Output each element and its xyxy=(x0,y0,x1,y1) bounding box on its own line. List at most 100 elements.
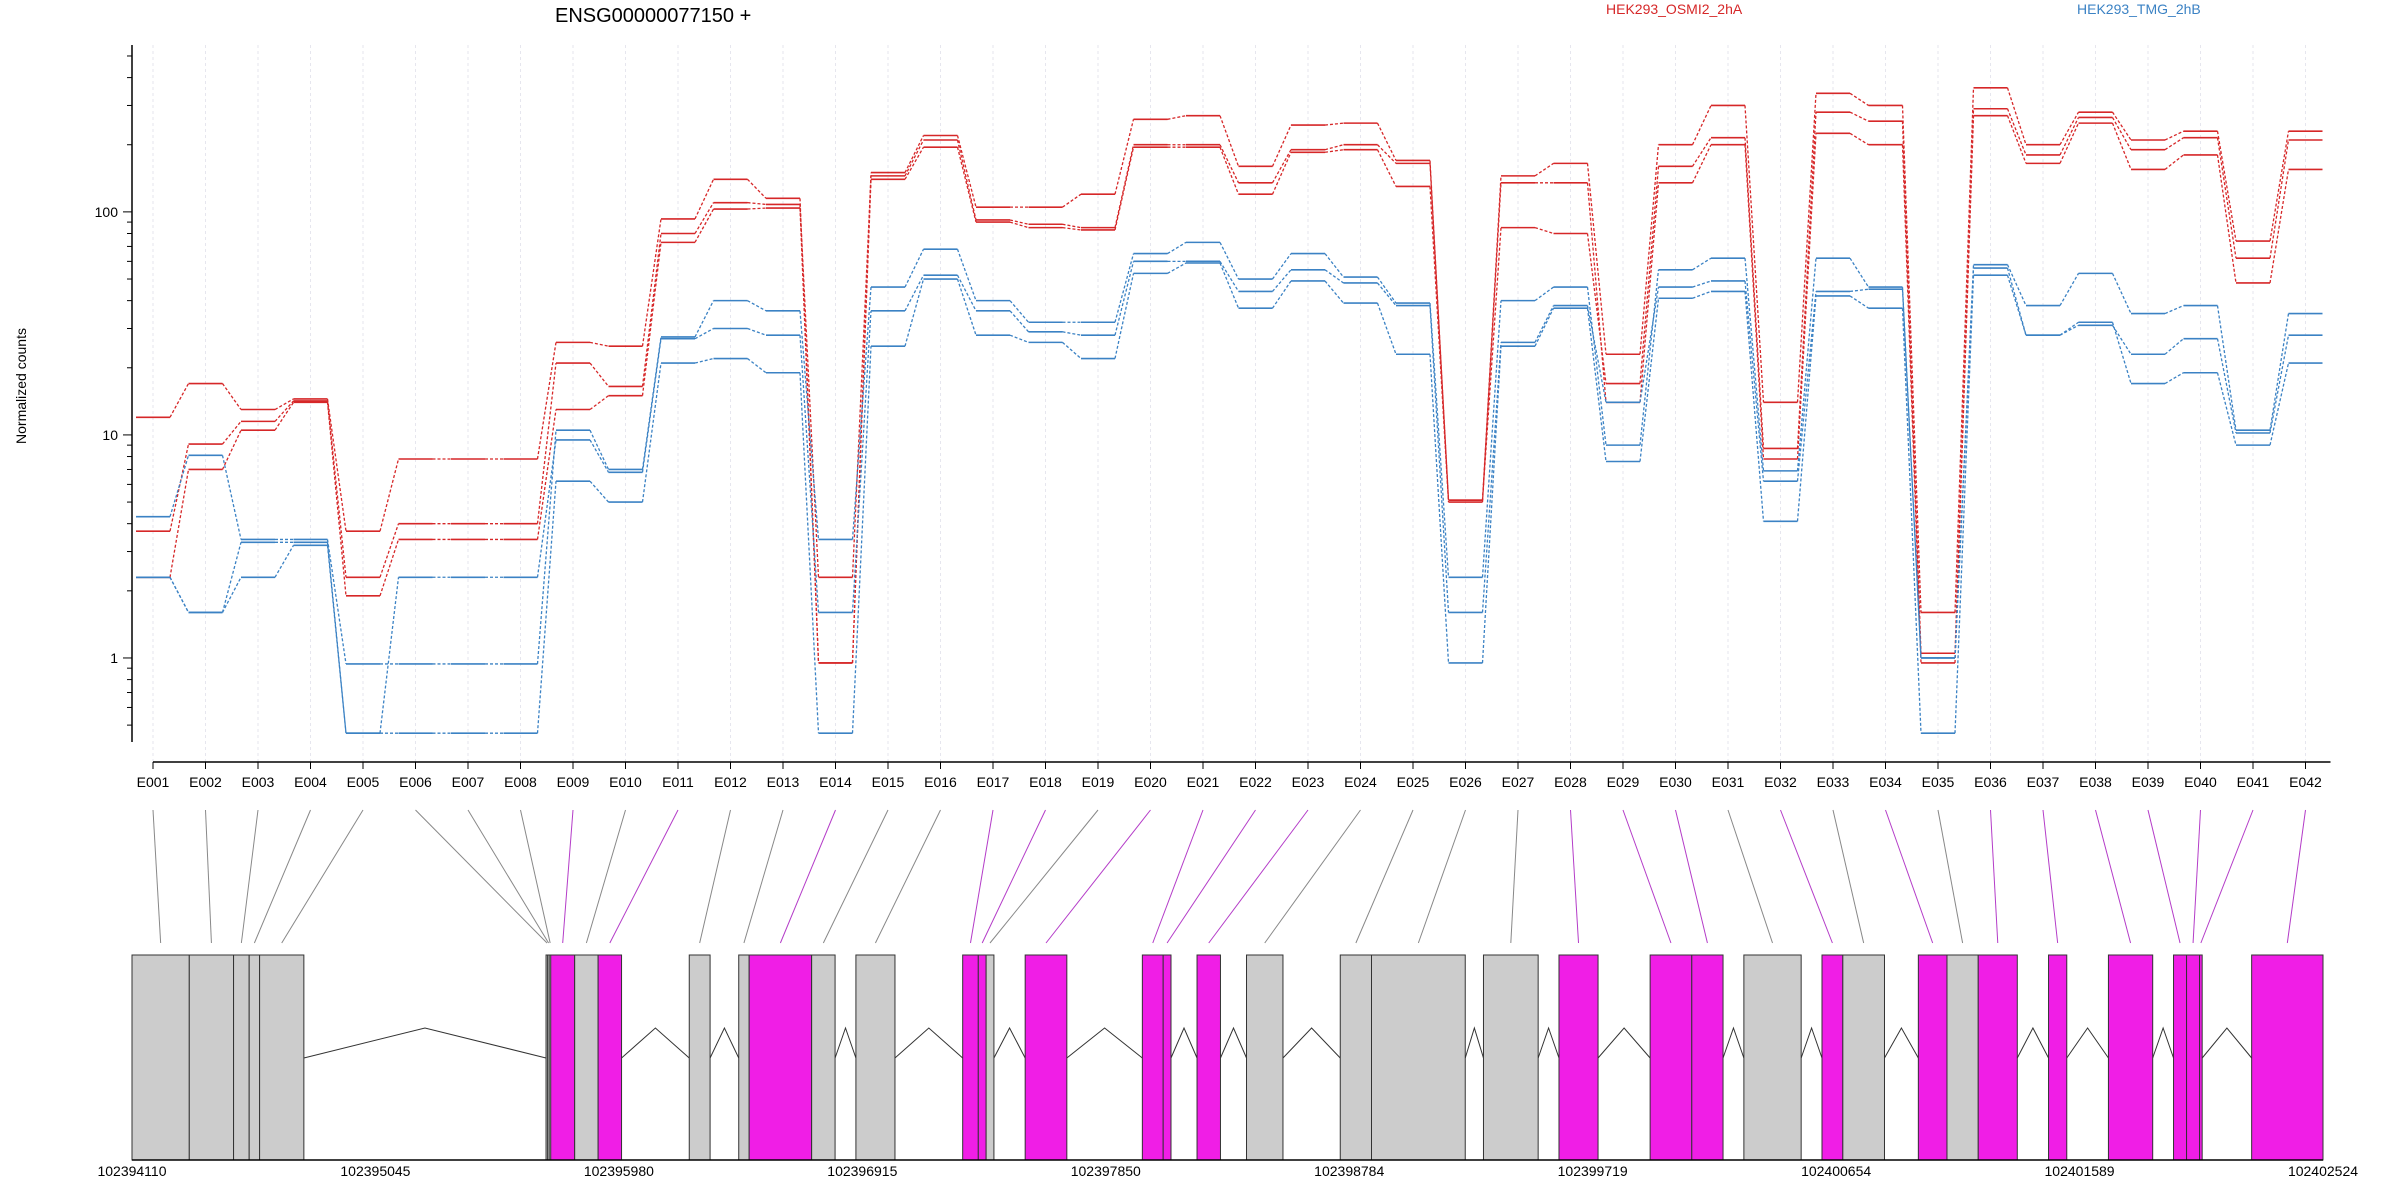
series-1-connector xyxy=(2059,111,2080,146)
series-2-connector xyxy=(2269,139,2290,259)
series-3-connector xyxy=(956,147,977,223)
series-3-connector xyxy=(1796,133,1817,460)
series-6-connector xyxy=(956,278,977,336)
series-6-connector xyxy=(221,576,242,613)
series-2-connector xyxy=(694,202,715,234)
genomic-tick-label-1: 102395045 xyxy=(340,1163,410,1179)
x-tick-label-e035: E035 xyxy=(1922,774,1955,790)
connector-e016 xyxy=(874,809,941,944)
exon-e010 xyxy=(574,954,599,1161)
x-tick-label-e006: E006 xyxy=(399,774,432,790)
series-6-connector xyxy=(1901,308,1922,734)
connector-e029 xyxy=(1622,809,1672,944)
genomic-tick-label-6: 102399719 xyxy=(1558,1163,1628,1179)
series-5-connector xyxy=(694,327,714,340)
x-tick-label-e036: E036 xyxy=(1974,774,2007,790)
series-5-connector xyxy=(589,439,610,473)
series-1-connector xyxy=(956,135,977,208)
series-6-connector xyxy=(1954,275,1975,734)
series-2-connector xyxy=(747,201,767,206)
series-6-connector xyxy=(1692,290,1712,299)
series-3-connector xyxy=(2111,122,2132,170)
series-5-connector xyxy=(2111,324,2132,355)
x-tick-label-e027: E027 xyxy=(1502,774,1535,790)
series-3-connector xyxy=(221,429,242,470)
series-4-connector xyxy=(2269,313,2290,431)
intron-e036-e037 xyxy=(2016,1026,2049,1059)
genomic-axis: 102394110 102395045 102395980 102396915 1023… xyxy=(97,1159,2358,1179)
connector-e031 xyxy=(1727,809,1773,944)
series-4-connector xyxy=(1744,258,1765,471)
series-2 xyxy=(136,107,2323,655)
x-tick-label-e022: E022 xyxy=(1239,774,1272,790)
exon-e012 xyxy=(688,954,711,1161)
series-4 xyxy=(136,241,2323,665)
exon-e017 xyxy=(962,954,979,1161)
connector-e037 xyxy=(2042,809,2059,944)
x-tick-label-e033: E033 xyxy=(1817,774,1850,790)
series-5-connector xyxy=(1534,305,1555,343)
connector-e018 xyxy=(981,809,1046,944)
series-4-connector xyxy=(694,300,715,338)
exon-e034 xyxy=(1917,954,1948,1161)
intron-e022-e023 xyxy=(1170,1026,1198,1059)
series-2-connector xyxy=(2164,137,2184,151)
series-1-connector xyxy=(1271,124,1292,167)
series-2-connector xyxy=(1796,112,1817,449)
series-5-connector xyxy=(1376,282,1397,307)
series-5-connector xyxy=(2269,335,2290,434)
x-tick-label-e042: E042 xyxy=(2289,774,2322,790)
exon-e026 xyxy=(1371,954,1466,1161)
genomic-tick-label-5: 102398784 xyxy=(1314,1163,1384,1179)
series-6-connector xyxy=(1586,308,1607,462)
series-6-connector xyxy=(1167,262,1187,274)
series-3-connector xyxy=(1114,147,1135,231)
series-4-connector xyxy=(2059,273,2080,306)
series-2-connector xyxy=(1849,111,1869,122)
connector-e015 xyxy=(822,809,889,944)
connector-e025 xyxy=(1355,809,1414,944)
intron-e033-e034 xyxy=(1884,1026,1919,1059)
x-tick-label-e040: E040 xyxy=(2184,774,2217,790)
x-tick-label-e005: E005 xyxy=(347,774,380,790)
series-4-connector xyxy=(747,300,767,312)
series-3 xyxy=(136,114,2323,664)
series-1-connector xyxy=(2164,130,2184,141)
series-4-connector xyxy=(1376,276,1397,304)
x-tick-label-e019: E019 xyxy=(1082,774,1115,790)
series-1-connector xyxy=(694,179,715,220)
series-5-connector xyxy=(1796,291,1817,482)
connector-e009 xyxy=(562,809,574,944)
series-2-connector xyxy=(1062,223,1082,229)
series-5-connector xyxy=(1009,310,1029,333)
series-5-connector xyxy=(641,338,662,473)
exon-e029 xyxy=(1649,954,1693,1161)
series-6-connector xyxy=(2269,362,2290,446)
series-2-connector xyxy=(589,362,610,387)
series-6-connector xyxy=(1271,280,1292,309)
series-4-connector xyxy=(799,310,820,540)
series-6-connector xyxy=(326,545,347,734)
exon-e015 xyxy=(811,954,836,1161)
series-4-connector xyxy=(2164,305,2184,315)
intron-e027-e028 xyxy=(1537,1026,1560,1059)
series-2-connector xyxy=(851,175,872,578)
series-4-connector xyxy=(956,249,977,301)
series-3-connector xyxy=(2164,154,2184,170)
intron-e037-e038 xyxy=(2066,1027,2109,1059)
series-5-connector xyxy=(956,274,977,312)
x-tick-label-e003: E003 xyxy=(242,774,275,790)
genomic-tick-label-9: 102402524 xyxy=(2288,1163,2358,1179)
exon-e022 xyxy=(1162,954,1172,1161)
series-6-connector xyxy=(694,357,714,364)
x-tick-label-e021: E021 xyxy=(1187,774,1220,790)
series-4-connector xyxy=(2006,264,2027,306)
series-6-connector xyxy=(1324,280,1344,304)
series-2-connector xyxy=(1324,144,1344,151)
series-4-connector xyxy=(1796,258,1817,471)
series-3-connector xyxy=(2059,122,2080,164)
series-2-connector xyxy=(1114,144,1135,228)
y-tick-label-1: 1 xyxy=(110,650,118,666)
connector-e003 xyxy=(240,809,259,944)
series-5-connector xyxy=(536,439,557,578)
